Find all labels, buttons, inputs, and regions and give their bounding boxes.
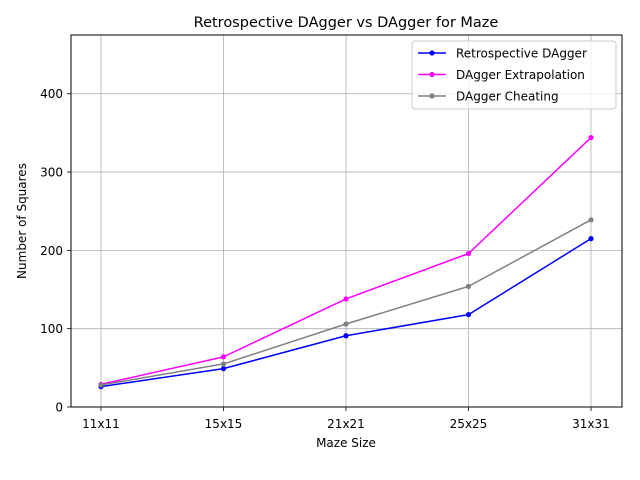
data-point-retrospective-dagger bbox=[588, 236, 594, 242]
y-tick-label: 300 bbox=[40, 166, 63, 180]
legend: Retrospective DAgger DAgger Extrapolation… bbox=[411, 40, 617, 110]
x-tick-label: 11x11 bbox=[82, 417, 120, 431]
y-tick-label: 0 bbox=[55, 401, 63, 415]
chart-title: Retrospective DAgger vs DAgger for Maze bbox=[194, 15, 499, 31]
data-point-dagger-cheating bbox=[220, 361, 227, 367]
y-tick-label: 400 bbox=[40, 87, 63, 101]
data-point-dagger-extrapolation bbox=[343, 296, 349, 302]
data-point-dagger-cheating bbox=[98, 382, 104, 388]
data-point-retrospective-dagger bbox=[220, 366, 227, 372]
data-point-dagger-cheating bbox=[588, 217, 594, 223]
axes-frame bbox=[70, 34, 623, 408]
legend-marker-dagger-extrapolation bbox=[429, 71, 435, 78]
data-point-dagger-extrapolation bbox=[465, 250, 472, 257]
series-lines bbox=[98, 134, 594, 390]
x-tick-label: 21x21 bbox=[327, 417, 365, 431]
x-axis-ticks: 11x11 15x15 21x21 25x25 31x31 bbox=[82, 407, 610, 431]
data-point-retrospective-dagger bbox=[465, 311, 472, 318]
data-point-dagger-cheating bbox=[465, 283, 472, 289]
x-tick-label: 31x31 bbox=[572, 417, 610, 431]
legend-label: DAgger Cheating bbox=[456, 90, 559, 104]
y-tick-label: 200 bbox=[40, 244, 63, 258]
legend-label: DAgger Extrapolation bbox=[456, 68, 585, 82]
x-tick-label: 25x25 bbox=[450, 417, 488, 431]
legend-label: Retrospective DAgger bbox=[456, 47, 587, 61]
data-point-dagger-extrapolation bbox=[220, 354, 227, 360]
legend-marker-dagger-cheating bbox=[429, 93, 435, 99]
legend-marker-retrospective-dagger bbox=[429, 50, 435, 56]
y-axis-ticks: 0 100 200 300 400 bbox=[40, 87, 71, 415]
y-axis-label: Number of Squares bbox=[15, 163, 29, 279]
data-point-dagger-cheating bbox=[343, 321, 349, 327]
data-point-retrospective-dagger bbox=[343, 333, 349, 339]
data-point-dagger-extrapolation bbox=[588, 134, 594, 141]
legend-box bbox=[411, 40, 617, 110]
x-tick-label: 15x15 bbox=[205, 417, 243, 431]
y-tick-label: 100 bbox=[40, 322, 63, 336]
x-axis-label: Maze Size bbox=[316, 436, 376, 450]
